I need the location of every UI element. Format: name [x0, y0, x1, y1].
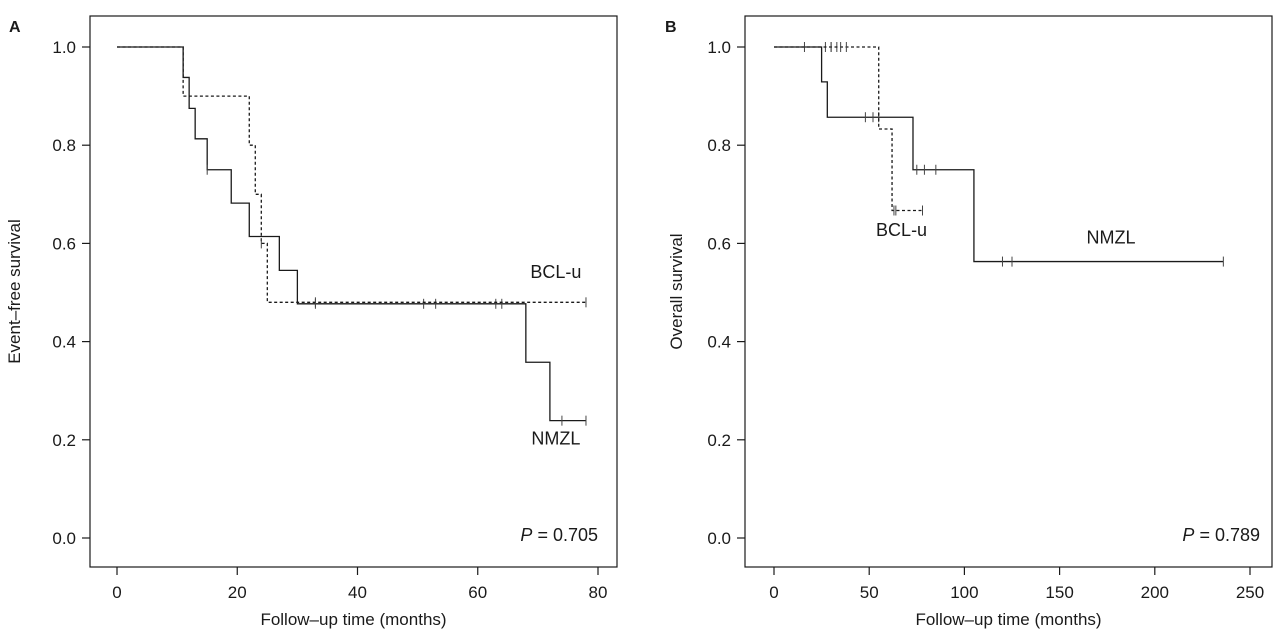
p-value: P = 0.705 — [520, 525, 598, 545]
x-tick-label: 80 — [589, 583, 608, 602]
y-tick-label: 0.0 — [52, 529, 76, 548]
y-tick-label: 0.6 — [707, 234, 731, 253]
y-tick-label: 0.6 — [52, 234, 76, 253]
y-tick-label: 1.0 — [707, 38, 731, 57]
p-value: P = 0.789 — [1182, 525, 1260, 545]
y-tick-label: 0.8 — [52, 136, 76, 155]
x-tick-label: 200 — [1141, 583, 1169, 602]
x-axis-label: Follow–up time (months) — [915, 610, 1101, 629]
series-line-nmzl — [774, 46, 1224, 263]
series-line-nmzl — [117, 46, 586, 422]
curve-label: NMZL — [531, 429, 580, 449]
curve-label: BCL-u — [530, 262, 581, 282]
x-axis-label: Follow–up time (months) — [260, 610, 446, 629]
panel-b: B 0.0 0.2 0.4 0.6 0.8 1.0 0 50 100 150 200 250 Follow… — [665, 15, 1273, 629]
x-tick-label: 250 — [1236, 583, 1264, 602]
y-tick-label: 0.2 — [52, 431, 76, 450]
x-tick-label: 0 — [769, 583, 778, 602]
y-axis-label: Event–free survival — [5, 219, 24, 364]
x-tick-label: 150 — [1045, 583, 1073, 602]
curve-label: BCL-u — [876, 220, 927, 240]
y-tick-label: 0.4 — [707, 333, 731, 352]
panel-letter: B — [665, 19, 677, 36]
curve-label: NMZL — [1087, 227, 1136, 247]
y-axis-label: Overall survival — [667, 233, 686, 349]
x-tick-label: 100 — [950, 583, 978, 602]
x-tick-label: 50 — [860, 583, 879, 602]
panel-a: A 0.0 0.2 0.4 0.6 0.8 1.0 0 20 40 60 80 Follow–up ti… — [5, 15, 618, 629]
plot-frame — [744, 15, 1273, 568]
x-tick-label: 40 — [348, 583, 367, 602]
x-tick-label: 0 — [112, 583, 121, 602]
y-tick-label: 0.4 — [52, 333, 76, 352]
y-tick-label: 0.0 — [707, 529, 731, 548]
x-tick-label: 60 — [468, 583, 487, 602]
y-tick-label: 1.0 — [52, 38, 76, 57]
panel-letter: A — [9, 19, 21, 36]
y-tick-label: 0.2 — [707, 431, 731, 450]
x-tick-label: 20 — [228, 583, 247, 602]
series-line-bcl-u — [117, 46, 586, 303]
series-line-bcl-u — [774, 46, 923, 212]
y-tick-label: 0.8 — [707, 136, 731, 155]
plot-frame — [89, 15, 618, 568]
